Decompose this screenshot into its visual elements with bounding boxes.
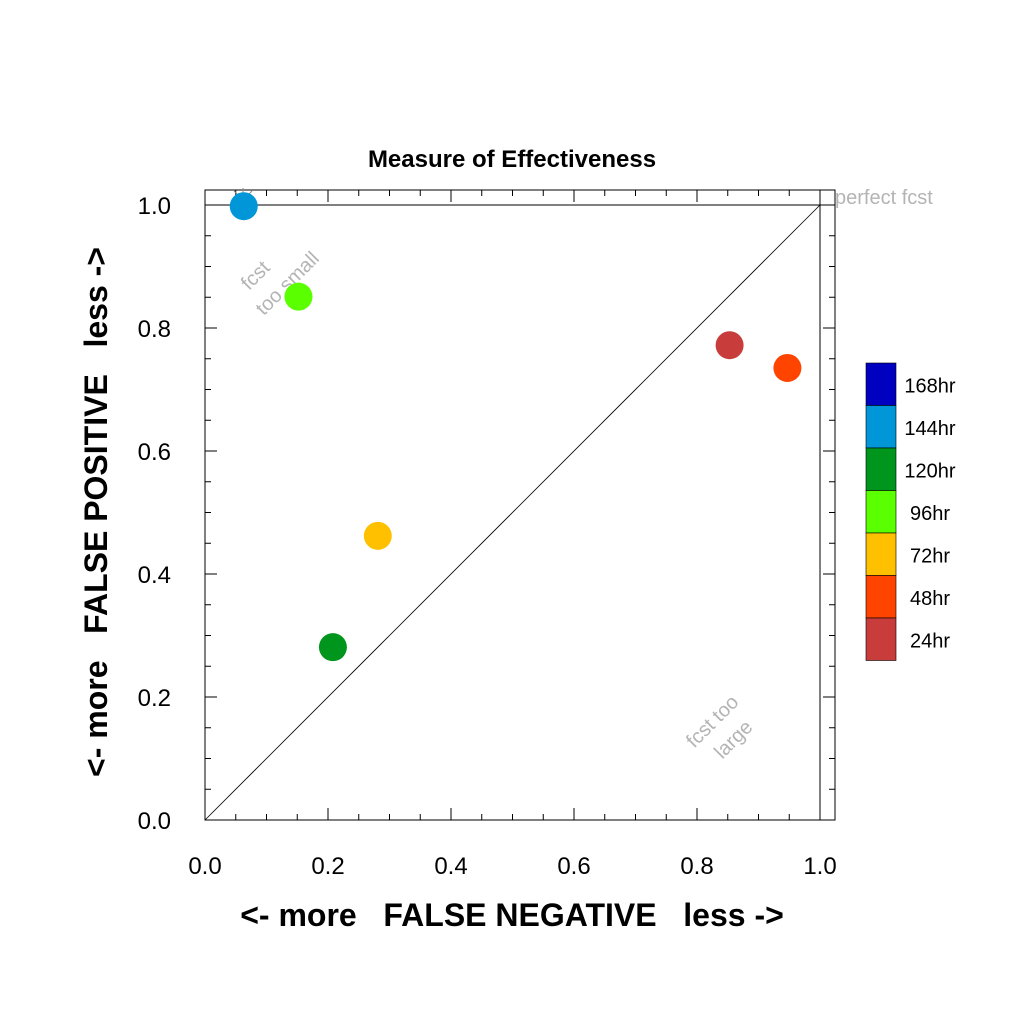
legend-swatch-168hr <box>865 362 897 406</box>
x-tick-label: 1.0 <box>803 853 836 880</box>
reference-diagonal <box>204 204 821 821</box>
legend-swatch-24hr <box>865 617 897 661</box>
y-tick-label: 1.0 <box>138 193 171 220</box>
y-tick-label: 0.2 <box>138 685 171 712</box>
data-point-144hr <box>229 192 258 221</box>
y-tick-label: 0.4 <box>138 562 171 589</box>
x-axis-label: <- more FALSE NEGATIVE less -> <box>240 897 784 933</box>
legend-label: 144hr <box>904 418 955 440</box>
plot-frame <box>204 189 836 821</box>
legend-swatch-120hr <box>865 447 897 491</box>
legend-label: 48hr <box>910 588 950 610</box>
data-point-48hr <box>773 353 802 382</box>
y-tick-label: 0.6 <box>138 439 171 466</box>
x-tick-label: 0.4 <box>434 853 467 880</box>
annotation-perfect-fcst: perfect fcst <box>835 187 933 209</box>
data-point-72hr <box>363 521 392 550</box>
data-point-120hr <box>318 633 347 662</box>
legend-swatch-144hr <box>865 405 897 449</box>
legend-label: 96hr <box>910 503 950 525</box>
y-axis-label: <- more FALSE POSITIVE less -> <box>78 247 114 777</box>
y-tick-label: 0.0 <box>138 808 171 835</box>
x-tick-label: 0.8 <box>680 853 713 880</box>
x-tick-label: 0.6 <box>557 853 590 880</box>
legend: 168hr 144hr 120hr 96hr 72hr 48hr 24hr <box>865 362 956 661</box>
chart-title: Measure of Effectiveness <box>368 146 656 173</box>
legend-swatch-96hr <box>865 490 897 534</box>
legend-label: 120hr <box>904 460 955 482</box>
data-point-24hr <box>715 331 744 360</box>
x-tick-label: 0.2 <box>311 853 344 880</box>
data-point-96hr <box>284 282 313 311</box>
plot-area: 0.0 0.2 0.4 0.6 0.8 1.0 0.0 0.2 0.4 0.6 0.8 1.0 perf… <box>138 187 934 880</box>
legend-swatch-48hr <box>865 575 897 619</box>
y-tick-label: 0.8 <box>138 316 171 343</box>
legend-label: 168hr <box>904 375 955 397</box>
legend-label: 24hr <box>910 630 950 652</box>
legend-swatch-72hr <box>865 532 897 576</box>
x-tick-label: 0.0 <box>188 853 221 880</box>
legend-label: 72hr <box>910 545 950 567</box>
